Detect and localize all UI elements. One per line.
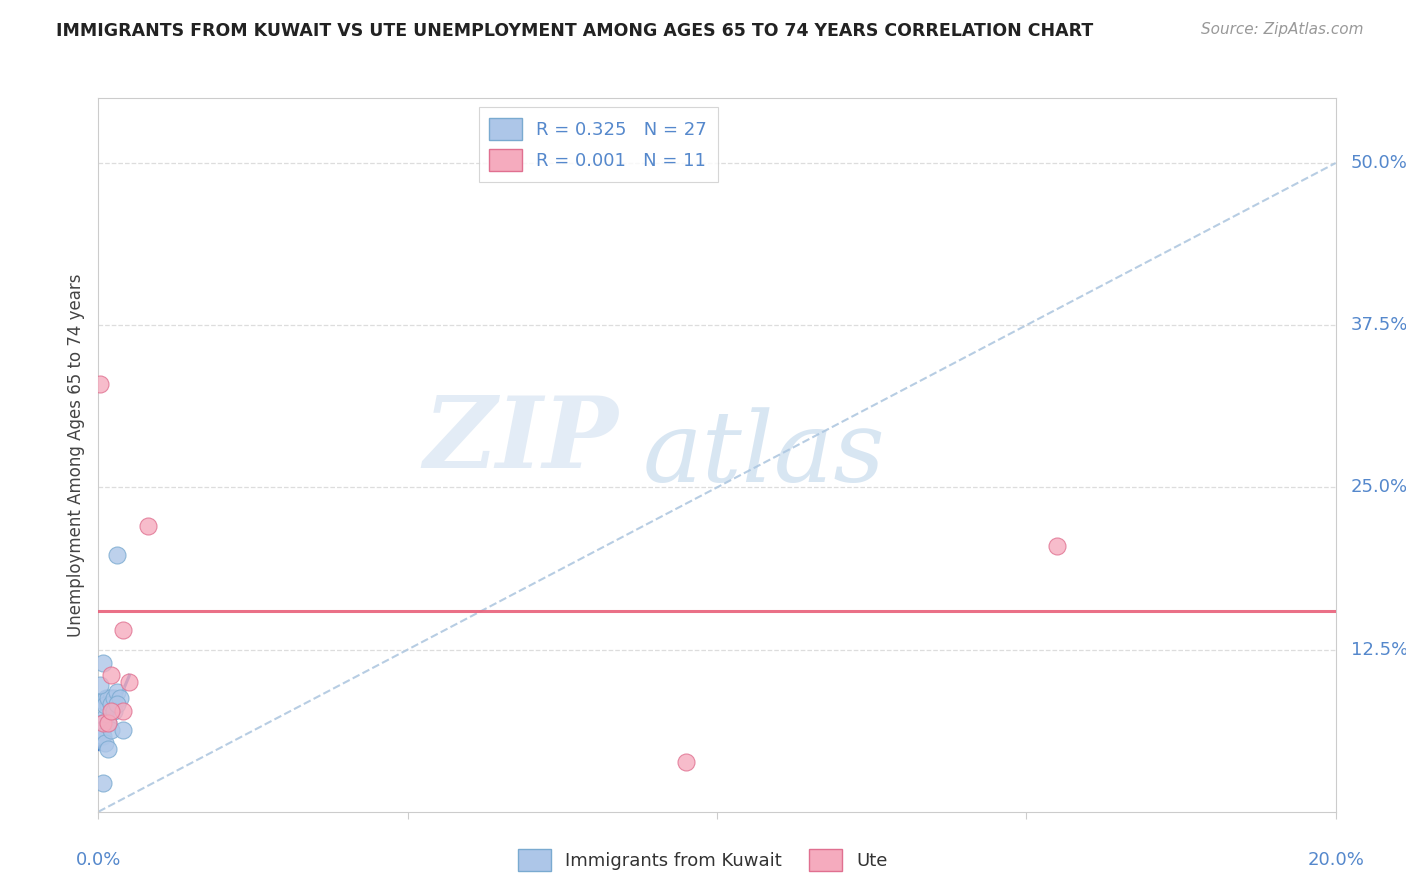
Point [136,519,159,533]
Point [675,756,697,770]
Point [118,675,141,690]
Point [103,690,125,705]
Point [112,704,135,718]
Point [93,710,115,724]
Point [93,776,115,790]
Point [93,736,115,750]
Point [93,656,115,670]
Text: ZIP: ZIP [423,392,619,489]
Y-axis label: Unemployment Among Ages 65 to 74 years: Unemployment Among Ages 65 to 74 years [66,273,84,637]
Text: 20.0%: 20.0% [1308,851,1364,869]
Text: Source: ZipAtlas.com: Source: ZipAtlas.com [1201,22,1364,37]
Point [100,668,122,682]
Point [90,730,112,744]
Text: 37.5%: 37.5% [1351,316,1406,334]
Point [105,685,128,699]
Point [97,690,120,705]
Point [105,548,128,562]
Point [1046,539,1069,553]
Point [89,677,111,691]
Point [112,623,135,637]
Point [97,742,120,756]
Point [103,704,125,718]
Legend: R = 0.325   N = 27, R = 0.001   N = 11: R = 0.325 N = 27, R = 0.001 N = 11 [478,107,718,182]
Text: 12.5%: 12.5% [1351,640,1406,658]
Point [100,704,122,718]
Point [89,376,111,391]
Point [94,690,117,705]
Text: 50.0%: 50.0% [1351,154,1406,172]
Point [91,723,114,737]
Text: atlas: atlas [643,408,886,502]
Point [93,698,115,713]
Legend: Immigrants from Kuwait, Ute: Immigrants from Kuwait, Ute [512,842,894,879]
Point [108,690,131,705]
Text: 25.0%: 25.0% [1351,478,1406,496]
Point [91,723,114,737]
Point [97,716,120,731]
Point [100,723,122,737]
Point [90,716,112,731]
Point [97,716,120,731]
Text: 0.0%: 0.0% [76,851,121,869]
Point [100,690,122,705]
Point [100,697,122,711]
Point [93,694,115,708]
Text: IMMIGRANTS FROM KUWAIT VS UTE UNEMPLOYMENT AMONG AGES 65 TO 74 YEARS CORRELATION: IMMIGRANTS FROM KUWAIT VS UTE UNEMPLOYME… [56,22,1094,40]
Point [97,698,120,713]
Point [105,697,128,711]
Point [112,723,135,737]
Point [93,716,115,731]
Point [93,730,115,744]
